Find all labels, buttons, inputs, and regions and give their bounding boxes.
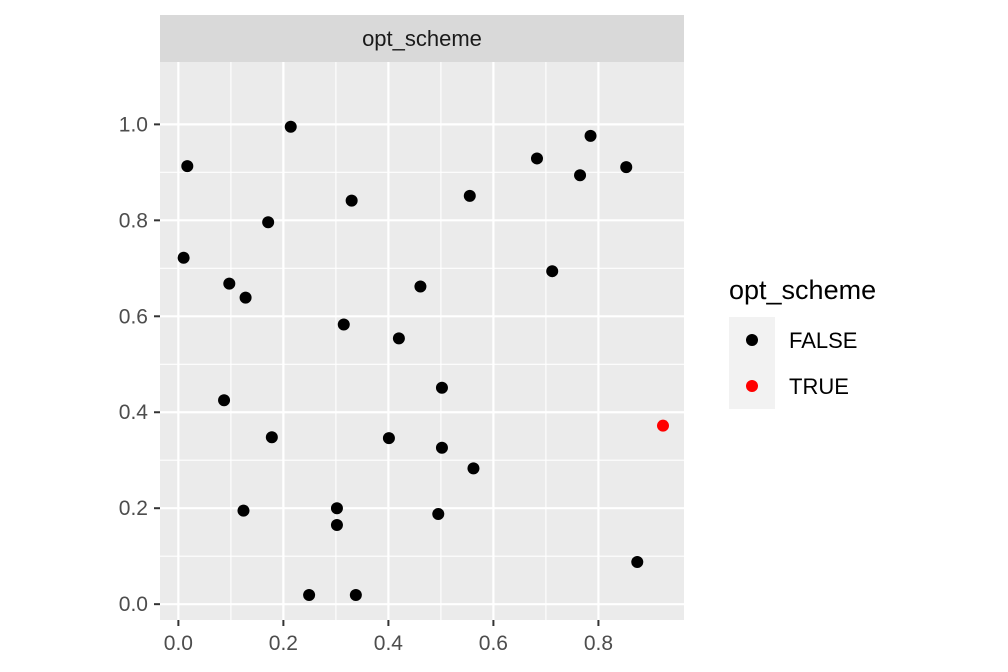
data-point-false — [574, 169, 587, 182]
data-point-false — [345, 194, 358, 207]
y-axis: 0.0 0.2 0.4 0.6 0.8 1.0 — [119, 113, 160, 616]
data-point-false — [218, 394, 231, 407]
data-point-false — [239, 291, 252, 304]
data-point-false — [620, 161, 633, 174]
data-point-false — [337, 318, 350, 331]
y-tick-label: 0.6 — [119, 305, 148, 328]
data-point-false — [181, 160, 194, 173]
legend: opt_scheme FALSE TRUE — [729, 275, 876, 409]
data-point-false — [584, 129, 597, 142]
data-points — [177, 120, 669, 602]
x-tick-label: 0.0 — [164, 632, 193, 655]
data-point-false — [177, 251, 190, 264]
y-tick-label: 0.2 — [119, 497, 148, 520]
data-point-false — [330, 502, 343, 515]
x-tick-label: 0.4 — [374, 632, 404, 655]
plot-panel — [160, 62, 684, 620]
legend-marker-true — [746, 380, 758, 392]
data-point-false — [262, 216, 275, 229]
data-point-false — [382, 432, 395, 445]
legend-entries: FALSE TRUE — [729, 317, 857, 409]
x-tick-label: 0.8 — [584, 632, 613, 655]
legend-title: opt_scheme — [729, 275, 876, 305]
data-point-false — [237, 504, 250, 517]
data-point-false — [631, 555, 644, 568]
data-point-false — [432, 507, 445, 520]
data-point-false — [463, 189, 476, 202]
data-point-true — [656, 419, 669, 432]
x-tick-label: 0.2 — [269, 632, 298, 655]
data-point-false — [414, 280, 427, 293]
y-tick-label: 1.0 — [119, 113, 148, 136]
data-point-false — [284, 120, 297, 133]
data-point-false — [530, 152, 543, 165]
data-point-false — [349, 589, 362, 602]
x-axis: 0.0 0.2 0.4 0.6 0.8 — [164, 620, 613, 655]
data-point-false — [435, 441, 448, 454]
facet-strip-label: opt_scheme — [362, 26, 482, 51]
legend-marker-false — [746, 334, 758, 346]
data-point-false — [265, 431, 278, 444]
data-point-false — [435, 381, 448, 394]
legend-label-false: FALSE — [789, 328, 857, 353]
data-point-false — [546, 265, 559, 278]
major-gridlines — [160, 62, 684, 620]
data-point-false — [467, 462, 480, 475]
facet-strip — [160, 15, 684, 62]
y-tick-label: 0.8 — [119, 209, 148, 232]
minor-gridlines — [160, 62, 684, 620]
data-point-false — [392, 332, 405, 345]
y-tick-label: 0.4 — [119, 401, 149, 424]
data-point-false — [330, 519, 343, 532]
y-tick-label: 0.0 — [119, 593, 148, 616]
data-point-false — [303, 589, 316, 602]
legend-label-true: TRUE — [789, 374, 849, 399]
x-tick-label: 0.6 — [479, 632, 508, 655]
data-point-false — [223, 277, 236, 290]
